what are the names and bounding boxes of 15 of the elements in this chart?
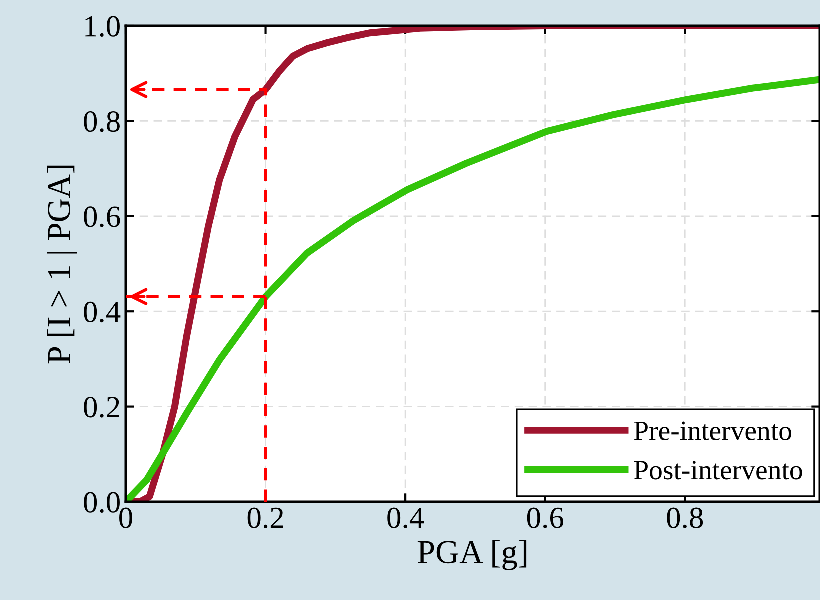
- y-tick-label: 0.4: [84, 302, 121, 323]
- x-tick-label: 0: [120, 508, 132, 528]
- x-tick-label: 0.8: [667, 508, 704, 528]
- legend-label: Post-intervento: [634, 461, 802, 480]
- x-tick-label: 0.6: [527, 508, 564, 528]
- x-axis-title: PGA [g]: [418, 540, 527, 570]
- y-tick-label: 1.0: [86, 16, 120, 38]
- x-tick-label: 0.4: [388, 508, 424, 528]
- legend-label: Pre-intervento: [634, 422, 792, 440]
- y-tick-label: 0.0: [84, 492, 120, 514]
- y-tick-label: 0.6: [84, 206, 120, 228]
- y-tick-label: 0.2: [84, 397, 120, 418]
- x-tick-label: 0.2: [248, 508, 284, 528]
- y-tick-label: 0.8: [84, 111, 120, 132]
- y-axis-title: P [I > 1 | PGA]: [47, 166, 78, 364]
